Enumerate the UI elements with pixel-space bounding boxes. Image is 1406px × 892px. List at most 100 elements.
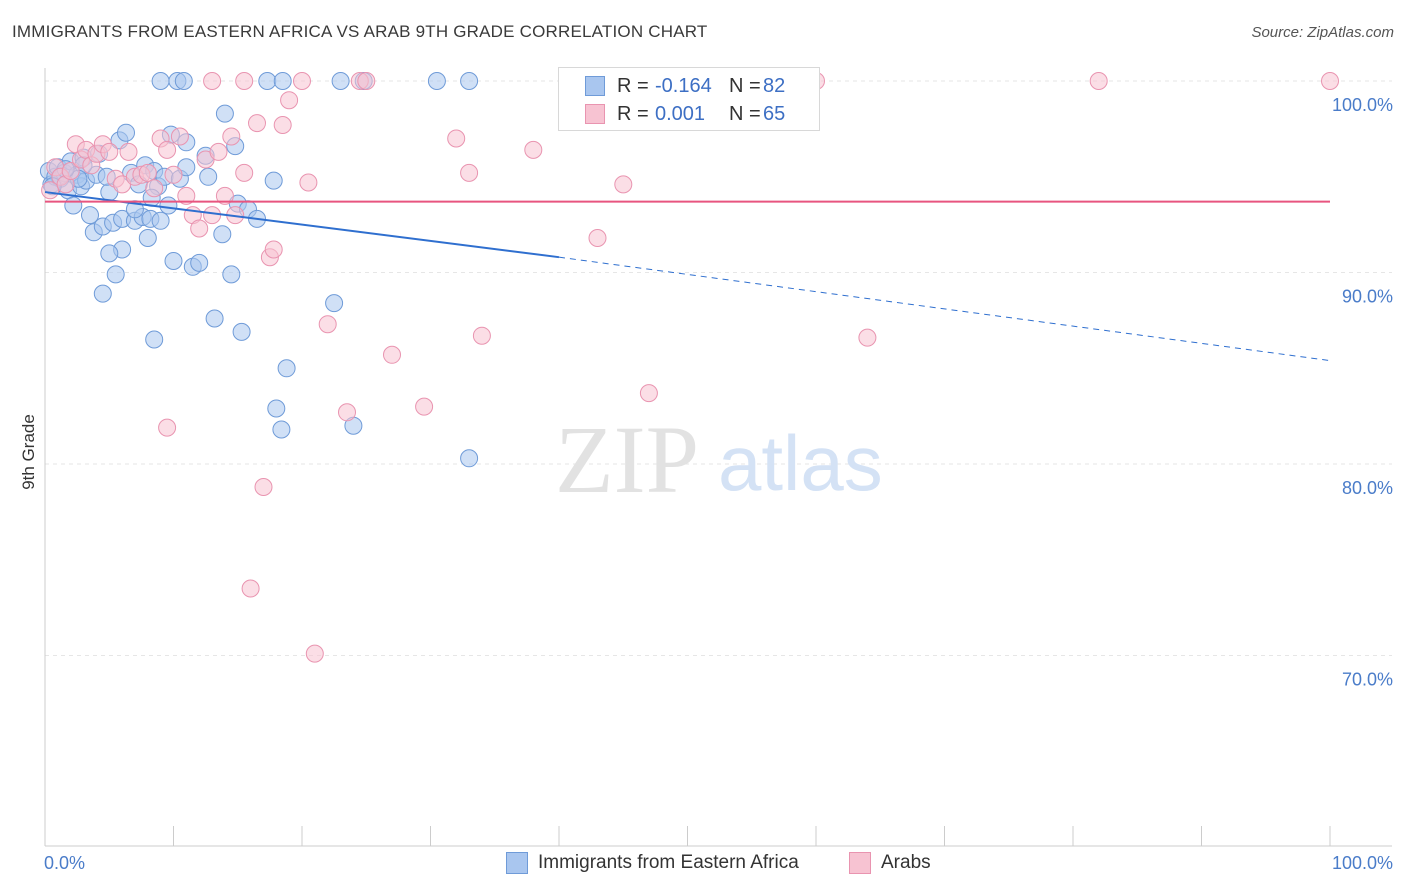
- data-point-arabs: [1321, 72, 1339, 90]
- data-point-eastern-africa: [151, 211, 170, 230]
- legend-label: Arabs: [881, 852, 931, 873]
- data-point-arabs: [1089, 72, 1108, 90]
- legend-item-arabs[interactable]: Arabs: [849, 852, 931, 874]
- data-point-eastern-africa: [117, 123, 135, 142]
- legend-item-eastern-africa[interactable]: Immigrants from Eastern Africa: [506, 852, 799, 874]
- data-point-arabs: [280, 91, 299, 110]
- series-legend: Immigrants from Eastern Africa Arabs: [0, 852, 1406, 878]
- data-point-arabs: [472, 326, 491, 345]
- y-tick-label: 100.0%: [1332, 95, 1393, 115]
- y-tick-label: 80.0%: [1342, 478, 1393, 498]
- trend-line-eastern-africa-extrapolated: [558, 256, 1331, 362]
- data-point-arabs: [460, 163, 479, 182]
- data-point-arabs: [119, 142, 138, 161]
- data-point-eastern-africa: [106, 265, 125, 284]
- legend-n-value: 82: [763, 74, 786, 97]
- legend-r-label: R =: [617, 74, 649, 97]
- data-point-arabs: [293, 72, 311, 90]
- data-point-arabs: [588, 229, 607, 247]
- data-point-arabs: [190, 219, 209, 238]
- data-point-arabs: [415, 397, 434, 416]
- data-point-arabs: [170, 127, 189, 146]
- data-point-eastern-africa: [81, 206, 99, 225]
- x-tick-label: 100.0%: [1332, 853, 1393, 873]
- chart-title: IMMIGRANTS FROM EASTERN AFRICA VS ARAB 9…: [12, 22, 708, 41]
- data-point-arabs: [235, 163, 254, 182]
- y-axis-label: 9th Grade: [19, 414, 38, 490]
- data-point-eastern-africa: [273, 72, 292, 90]
- data-point-eastern-africa: [460, 72, 479, 90]
- data-point-arabs: [215, 186, 234, 205]
- data-point-arabs: [203, 206, 222, 225]
- data-point-arabs: [357, 72, 376, 90]
- data-point-arabs: [254, 478, 273, 496]
- data-point-eastern-africa: [93, 284, 112, 303]
- data-point-arabs: [241, 579, 260, 598]
- stats-legend: R = -0.164 N = 82 R = 0.001 N = 65: [558, 67, 820, 131]
- data-point-eastern-africa: [325, 294, 344, 313]
- data-point-eastern-africa: [264, 171, 283, 190]
- data-point-arabs: [61, 162, 80, 180]
- legend-row-arabs: R = 0.001 N = 65: [559, 101, 785, 127]
- data-point-arabs: [164, 165, 183, 184]
- data-point-arabs: [235, 72, 254, 90]
- data-point-eastern-africa: [159, 196, 178, 215]
- data-point-arabs: [447, 129, 466, 148]
- trend-lines: [44, 191, 1331, 362]
- data-point-arabs: [273, 116, 292, 134]
- legend-swatch-blue: [506, 852, 528, 874]
- data-point-eastern-africa: [427, 72, 446, 90]
- data-point-arabs: [158, 140, 177, 159]
- data-point-eastern-africa: [331, 72, 350, 90]
- data-point-eastern-africa: [460, 449, 479, 468]
- data-point-eastern-africa: [277, 359, 296, 378]
- data-point-eastern-africa: [258, 72, 277, 90]
- data-point-eastern-africa: [222, 265, 241, 284]
- data-point-arabs: [145, 179, 164, 198]
- legend-n-label: N =: [729, 102, 761, 125]
- data-point-arabs: [138, 163, 157, 182]
- data-point-arabs: [209, 142, 228, 161]
- y-tick-label: 70.0%: [1342, 670, 1393, 690]
- data-point-arabs: [41, 181, 60, 200]
- legend-r-value: -0.164: [655, 74, 712, 97]
- legend-r-label: R =: [617, 102, 649, 125]
- data-point-eastern-africa: [215, 104, 234, 123]
- legend-row-eastern-africa: R = -0.164 N = 82: [559, 73, 785, 99]
- data-point-arabs: [614, 175, 633, 194]
- data-point-eastern-africa: [213, 225, 232, 244]
- data-point-arabs: [100, 142, 119, 161]
- data-point-eastern-africa: [190, 253, 209, 272]
- legend-swatch-pink: [849, 852, 871, 874]
- data-point-arabs: [264, 240, 283, 259]
- watermark: ZIP atlas: [555, 406, 883, 513]
- legend-swatch-blue: [585, 76, 605, 96]
- data-point-arabs: [177, 186, 196, 205]
- data-point-eastern-africa: [272, 420, 291, 439]
- y-tick-label: 90.0%: [1342, 287, 1393, 307]
- data-point-eastern-africa: [151, 72, 170, 90]
- data-point-arabs: [338, 403, 356, 422]
- data-point-eastern-africa: [100, 244, 119, 263]
- data-point-eastern-africa: [232, 322, 251, 341]
- data-point-eastern-africa: [199, 167, 218, 186]
- axis-labels: 70.0% 80.0% 90.0% 100.0% 0.0% 100.0% 9th Grade: [19, 95, 1393, 873]
- data-point-arabs: [305, 644, 324, 663]
- data-point-arabs: [639, 384, 658, 403]
- data-point-eastern-africa: [267, 399, 286, 418]
- legend-n-value: 65: [763, 102, 786, 125]
- data-points: [39, 72, 1339, 663]
- data-point-eastern-africa: [64, 196, 83, 215]
- data-point-eastern-africa: [174, 72, 193, 90]
- data-point-arabs: [858, 328, 877, 347]
- legend-n-label: N =: [729, 74, 761, 97]
- data-point-arabs: [318, 315, 337, 334]
- data-point-arabs: [203, 72, 222, 90]
- data-point-eastern-africa: [138, 229, 157, 247]
- data-point-eastern-africa: [145, 330, 164, 349]
- trend-line-eastern-africa: [44, 191, 560, 259]
- data-point-eastern-africa: [205, 309, 224, 328]
- legend-r-value: 0.001: [655, 102, 706, 125]
- legend-swatch-pink: [585, 104, 605, 124]
